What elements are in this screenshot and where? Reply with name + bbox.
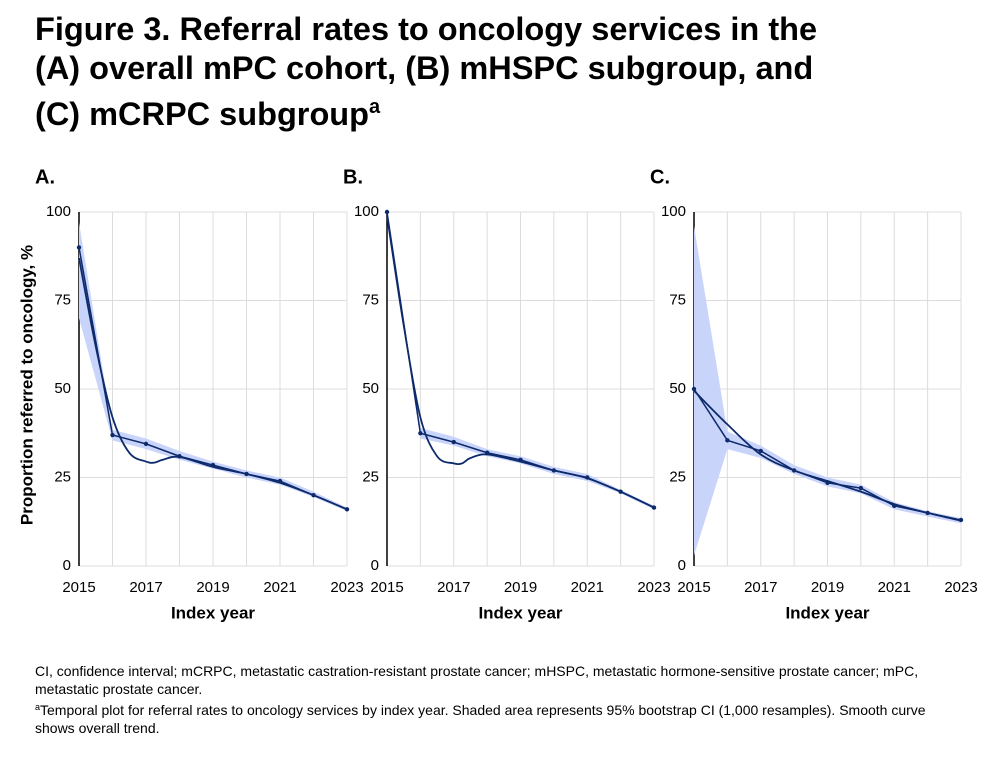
x-tick-label: 2015 — [370, 579, 403, 596]
observed-point — [384, 209, 390, 215]
y-tick-label: 50 — [362, 380, 379, 397]
panel-label: C. — [650, 166, 670, 188]
y-tick-label: 100 — [661, 203, 686, 220]
observed-point — [585, 475, 590, 480]
observed-point — [958, 517, 964, 523]
observed-point — [451, 439, 456, 445]
y-tick-label: 100 — [354, 203, 379, 220]
ci-band — [79, 222, 347, 512]
panel-label: A. — [35, 166, 55, 188]
y-tick-label: 100 — [46, 203, 71, 220]
observed-point — [277, 478, 283, 484]
observed-point — [344, 507, 350, 512]
y-tick-label: 25 — [54, 468, 71, 485]
observed-point — [177, 454, 182, 459]
x-tick-label: 2021 — [571, 579, 604, 596]
x-tick-label: 2019 — [196, 579, 229, 596]
footnote: aTemporal plot for referral rates to onc… — [35, 698, 965, 737]
observed-point — [651, 505, 657, 510]
footnotes: CI, confidence interval; mCRPC, metastat… — [35, 662, 965, 737]
x-tick-label: 2017 — [129, 579, 162, 596]
observed-point — [725, 438, 730, 443]
y-tick-label: 75 — [669, 291, 686, 308]
observed-point — [791, 468, 797, 473]
title-line: Figure 3. Referral rates to oncology ser… — [35, 11, 818, 47]
observed-point — [892, 503, 897, 509]
observed-point — [418, 431, 423, 436]
observed-point — [76, 245, 82, 250]
observed-point — [925, 510, 930, 516]
figure-title: Figure 3. Referral rates to oncology ser… — [35, 10, 817, 134]
title-text: (C) mCRPC subgroup — [35, 96, 369, 132]
observed-point — [691, 386, 697, 392]
x-tick-label: 2015 — [677, 579, 710, 596]
x-tick-label: 2019 — [811, 579, 844, 596]
observed-point — [758, 448, 763, 454]
observed-point — [551, 468, 557, 473]
y-tick-label: 50 — [669, 380, 686, 397]
title-line: (A) overall mPC cohort, (B) mHSPC subgro… — [35, 50, 814, 86]
x-axis-label: Index year — [171, 603, 255, 622]
y-tick-label: 0 — [371, 557, 379, 574]
panel-label: B. — [343, 166, 363, 188]
x-axis-label: Index year — [785, 603, 869, 622]
title-line: (C) mCRPC subgroupa — [35, 88, 817, 134]
y-tick-label: 25 — [362, 468, 379, 485]
x-tick-label: 2015 — [62, 579, 95, 596]
footnote-mark: a — [35, 702, 41, 712]
y-tick-label: 0 — [63, 557, 71, 574]
observed-point — [858, 485, 864, 491]
y-axis-label: Proportion referred to oncology, % — [17, 245, 36, 525]
observed-point — [825, 480, 830, 486]
title-mark: a — [369, 96, 381, 118]
y-tick-label: 0 — [678, 557, 686, 574]
x-tick-label: 2019 — [504, 579, 537, 596]
x-tick-label: 2021 — [878, 579, 911, 596]
footnote: CI, confidence interval; mCRPC, metastat… — [35, 663, 919, 697]
footnote-text: Temporal plot for referral rates to onco… — [35, 702, 926, 736]
observed-point — [311, 493, 316, 498]
x-tick-label: 2017 — [437, 579, 470, 596]
x-tick-label: 2021 — [263, 579, 296, 596]
observed-point — [484, 450, 490, 455]
observed-point — [518, 457, 523, 462]
observed-point — [210, 462, 216, 468]
x-tick-label: 2017 — [744, 579, 777, 596]
y-tick-label: 25 — [669, 468, 686, 485]
observed-point — [110, 432, 115, 438]
y-tick-label: 75 — [362, 291, 379, 308]
observed-point — [618, 489, 623, 494]
x-tick-label: 2023 — [330, 579, 363, 596]
observed-point — [244, 471, 249, 477]
x-tick-label: 2023 — [944, 579, 977, 596]
observed-point — [143, 441, 149, 447]
y-tick-label: 75 — [54, 291, 71, 308]
x-tick-label: 2023 — [637, 579, 670, 596]
x-axis-label: Index year — [478, 603, 562, 622]
y-tick-label: 50 — [54, 380, 71, 397]
